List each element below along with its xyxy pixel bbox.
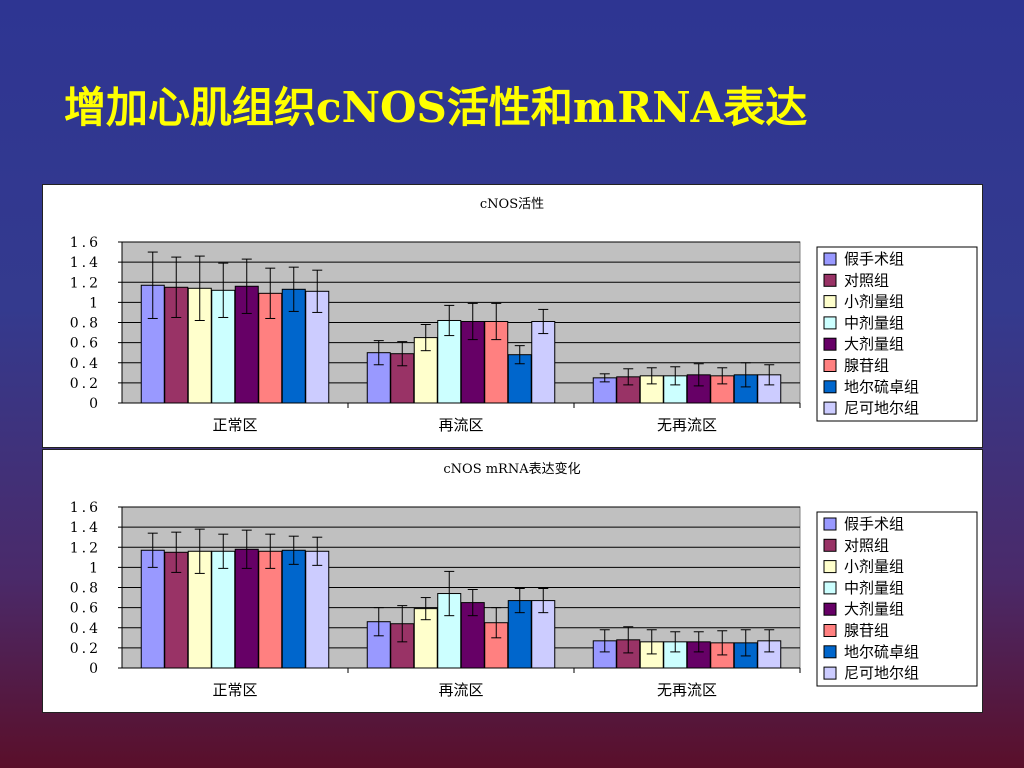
y-tick-label: 0.2 — [70, 641, 101, 657]
bar — [305, 550, 330, 669]
legend-label: 中剂量组 — [844, 314, 904, 332]
legend-swatch — [823, 380, 837, 394]
chart-title: cNOS mRNA表达变化 — [443, 461, 580, 477]
y-tick-label: 0.6 — [70, 336, 101, 352]
y-tick-label: 1.2 — [70, 275, 101, 291]
legend-swatch — [823, 316, 837, 330]
y-tick-label: 1 — [89, 560, 101, 576]
legend-label: 腺苷组 — [844, 622, 889, 640]
y-tick-label: 0.6 — [70, 601, 101, 617]
y-tick-label: 0 — [89, 661, 101, 677]
y-tick-label: 0 — [89, 396, 101, 412]
bar — [281, 549, 306, 669]
legend-swatch — [823, 517, 837, 531]
chart-cnos-activity: cNOS活性 0 0.2 0.4 0.6 0.8 1 1.2 1.4 1.6 正常区 再流区 无再流区 假… — [70, 197, 978, 434]
chart-title: cNOS活性 — [480, 197, 544, 212]
legend-swatch — [823, 337, 837, 351]
y-tick-label: 0.4 — [70, 621, 101, 637]
chart-panel-cnos-activity: cNOS活性 0 0.2 0.4 0.6 0.8 1 1.2 1.4 1.6 正常区 再流区 无再流区 假… — [42, 184, 983, 448]
y-tick-label: 1.2 — [70, 540, 101, 556]
x-tick-label: 无再流区 — [657, 681, 717, 699]
x-tick-label: 再流区 — [438, 416, 483, 434]
legend-label: 假手术组 — [844, 250, 904, 268]
x-tick-label: 无再流区 — [657, 416, 717, 434]
y-tick-label: 1.4 — [70, 520, 101, 536]
y-tick-label: 1.4 — [70, 255, 101, 271]
y-tick-label: 0.8 — [70, 581, 101, 597]
legend-swatch — [823, 560, 837, 574]
legend-swatch — [823, 602, 837, 616]
legend-swatch — [823, 273, 837, 287]
y-tick-label: 0.4 — [70, 356, 101, 372]
legend-label: 尼可地尔组 — [844, 399, 919, 417]
y-tick-label: 1.6 — [70, 500, 101, 516]
legend-swatch — [823, 295, 837, 309]
legend-swatch — [823, 666, 837, 680]
legend-label: 对照组 — [844, 536, 889, 554]
x-tick-label: 正常区 — [212, 416, 257, 434]
legend-label: 小剂量组 — [844, 558, 904, 576]
legend-label: 腺苷组 — [844, 357, 889, 375]
legend-swatch — [823, 252, 837, 266]
legend-label: 大剂量组 — [844, 600, 904, 618]
legend-label: 尼可地尔组 — [844, 664, 919, 682]
legend-label: 假手术组 — [844, 515, 904, 533]
legend-label: 地尔硫卓组 — [844, 643, 919, 661]
chart-panel-cnos-mrna: cNOS mRNA表达变化 0 0.2 0.4 0.6 0.8 1 1.2 1.4 1.6 正常区 再… — [42, 449, 983, 713]
legend-swatch — [823, 401, 837, 415]
legend-label: 对照组 — [844, 271, 889, 289]
legend-box — [816, 511, 978, 687]
legend-swatch — [823, 624, 837, 637]
legend-label: 地尔硫卓组 — [844, 378, 919, 396]
bar — [140, 549, 165, 669]
chart-cnos-mrna: cNOS mRNA表达变化 0 0.2 0.4 0.6 0.8 1 1.2 1.4 1.6 正常区 再… — [70, 461, 978, 699]
legend-swatch — [823, 645, 837, 659]
legend-label: 小剂量组 — [844, 293, 904, 311]
x-tick-label: 再流区 — [438, 681, 483, 699]
legend-label: 中剂量组 — [844, 579, 904, 597]
y-tick-label: 1.6 — [70, 235, 101, 251]
legend-swatch — [823, 359, 837, 372]
legend-box — [816, 246, 978, 422]
y-tick-label: 0.8 — [70, 316, 101, 332]
y-tick-label: 0.2 — [70, 376, 101, 392]
y-tick-label: 1 — [89, 295, 101, 311]
legend-swatch — [823, 581, 837, 595]
x-tick-label: 正常区 — [212, 681, 257, 699]
legend-swatch — [823, 538, 837, 552]
slide-title: 增加心肌组织cNOS活性和mRNA表达 — [64, 83, 808, 132]
legend-label: 大剂量组 — [844, 335, 904, 353]
